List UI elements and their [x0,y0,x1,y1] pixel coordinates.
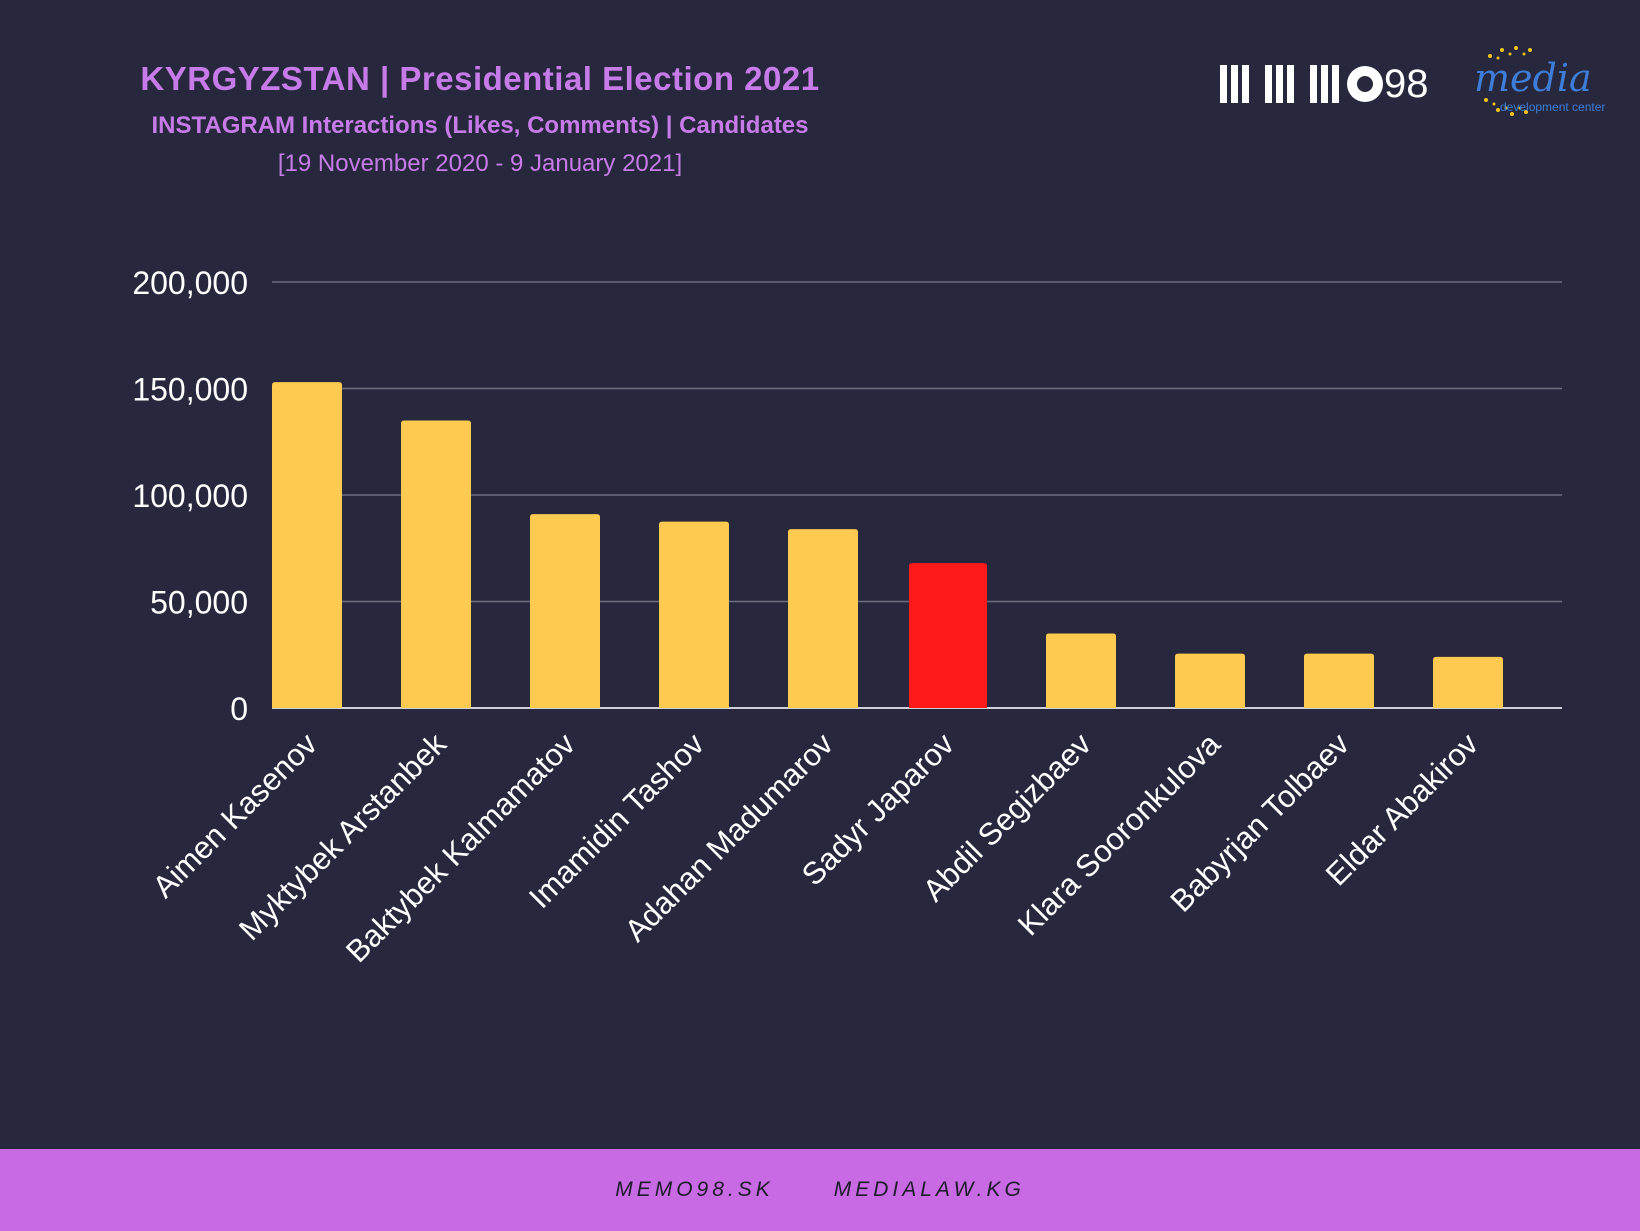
bar-baktybek-kalmamatov [530,514,600,708]
media-development-center-logo: media development center [1470,44,1610,124]
chart-header: KYRGYZSTAN | Presidential Election 2021 … [0,60,960,178]
y-tick-label: 0 [230,691,248,727]
bar-sadyr-japarov [909,563,987,708]
chart-subtitle: INSTAGRAM Interactions (Likes, Comments)… [151,112,809,139]
footer-link-medialaw[interactable]: MEDIALAW.KG [833,1178,1025,1201]
mdc-logo-subtext: development center [1500,100,1606,114]
bar-abdil-segizbaev [1046,633,1116,708]
y-tick-label: 200,000 [132,265,248,301]
y-tick-label: 150,000 [132,372,248,408]
y-tick-label: 50,000 [150,585,248,621]
bar-imamidin-tashov [659,521,729,708]
bar-adahan-madumarov [788,529,858,708]
memo98-logo-number: 98 [1384,62,1429,106]
memo98-logo: 98 [1220,64,1429,104]
y-tick-label: 100,000 [132,478,248,514]
chart-title: KYRGYZSTAN | Presidential Election 2021 [140,60,820,97]
x-tick-label: Baktybek Kalmamatov [339,726,582,969]
mdc-dots [1484,46,1532,116]
bar-aimen-kasenov [272,382,342,708]
x-tick-label: Adahan Madumarov [618,726,841,949]
memo98-logo-ring [1347,66,1383,102]
mdc-logo-word: media [1474,56,1592,100]
memo98-logo-bars [1220,65,1339,103]
footer-link-memo98[interactable]: MEMO98.SK [615,1178,774,1201]
bar-eldar-abakirov [1433,656,1503,708]
bar-myktybek-arstanbek [401,420,471,708]
date-range: [19 November 2020 - 9 January 2021] [277,150,683,177]
footer-band: MEMO98.SK MEDIALAW.KG [0,1149,1640,1231]
bar-klara-sooronkulova [1175,653,1245,708]
bar-babyrjan-tolbaev [1304,653,1374,708]
